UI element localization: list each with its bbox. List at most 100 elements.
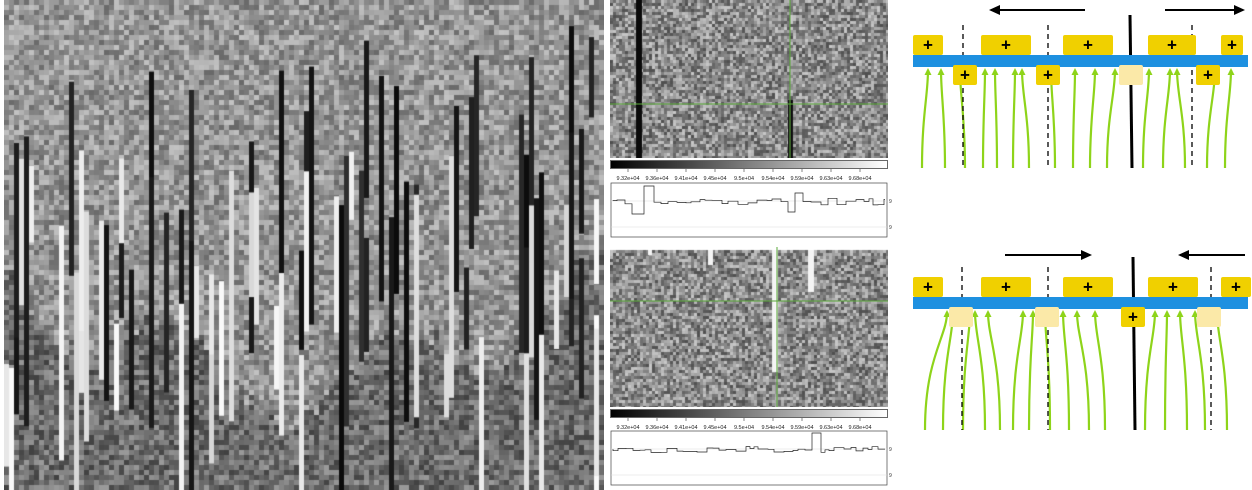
colorbar-bottom-tick-label: 9.54e+04 <box>761 425 784 431</box>
membrane-bar <box>913 55 1248 67</box>
colorbar-ticks-top: 9.32e+04 9.36e+04 9.41e+04 9.45e+04 9.5e+04 9… <box>616 169 872 182</box>
profile-top-ytick-label: 90000 <box>889 225 892 231</box>
surface-charge-bottom <box>953 65 977 85</box>
surface-charge-top-plus: + <box>923 36 933 55</box>
surface-charge-top-plus: + <box>1227 36 1237 55</box>
colorbar-top-tick-label: 9.63e+04 <box>819 176 842 182</box>
surface-charge-bottom-plus: + <box>1203 66 1213 85</box>
colorbar-bottom-tick-label: 9.45e+04 <box>703 425 726 431</box>
intensity-profile-top: 95000 90000 <box>610 182 892 238</box>
profile-bottom-trace <box>612 432 885 453</box>
field-line <box>1178 311 1189 431</box>
colorbar-bottom-tick-label: 9.41e+04 <box>674 425 697 431</box>
surface-charge-top <box>1221 277 1251 297</box>
surface-charge-bottom <box>1121 307 1145 327</box>
surface-charge-top-plus: + <box>1083 278 1093 297</box>
colorbar-top-tick-label: 9.41e+04 <box>674 176 697 182</box>
field-line <box>1223 69 1233 169</box>
surface-charge-bottom-plus: + <box>960 66 970 85</box>
surface-charge-bottom-plus: + <box>1128 308 1138 327</box>
field-arrowhead <box>981 68 989 75</box>
domain-wall <box>1128 14 1134 169</box>
schematic-top: + + + + + + + + <box>913 5 1248 169</box>
vacant-charge-site <box>1119 65 1143 85</box>
field-arrowhead <box>1111 68 1119 75</box>
field-arrowhead <box>971 310 979 317</box>
profile-top-trace <box>612 185 885 215</box>
field-arrowhead <box>943 310 951 317</box>
field-line <box>981 69 987 169</box>
field-line <box>1020 69 1031 169</box>
field-line <box>1175 69 1187 169</box>
field-line <box>1011 69 1017 169</box>
surface-charge-top <box>913 35 943 55</box>
field-arrowhead <box>1029 310 1037 317</box>
colorbar-top-tick-label: 9.32e+04 <box>616 176 639 182</box>
vacant-charge-site <box>1035 307 1059 327</box>
field-arrowhead <box>1151 310 1159 317</box>
field-arrowhead <box>1191 310 1199 317</box>
colorbar-bottom <box>610 409 888 418</box>
field-arrowhead <box>1059 310 1067 317</box>
colorbar-top-tick-label: 9.54e+04 <box>761 176 784 182</box>
surface-charge-top <box>981 35 1031 55</box>
field-line <box>1011 311 1025 431</box>
kymograph-image <box>4 0 604 490</box>
field-line <box>1215 311 1229 431</box>
field-line <box>1027 311 1035 431</box>
surface-charge-top-plus: + <box>1231 278 1241 297</box>
field-arrowhead <box>1145 68 1153 75</box>
colorbar-bottom-tick-label: 9.5e+04 <box>734 425 754 431</box>
field-line <box>993 69 999 169</box>
colorbar-bottom-tick-label: 9.36e+04 <box>645 425 668 431</box>
field-line <box>1075 311 1091 431</box>
field-line <box>1061 311 1071 431</box>
surface-charge-top <box>1063 277 1113 297</box>
surface-charge-top <box>1063 35 1113 55</box>
motion-arrowhead <box>1234 5 1245 15</box>
motion-arrowhead <box>989 5 1000 15</box>
field-arrowhead <box>1071 68 1079 75</box>
colorbar-bottom-tick-label: 9.32e+04 <box>616 425 639 431</box>
field-arrowhead <box>1163 310 1171 317</box>
field-line <box>920 69 930 169</box>
surface-charge-bottom <box>1036 65 1060 85</box>
reticle-top <box>610 0 888 158</box>
colorbar-top-tick-label: 9.5e+04 <box>734 176 754 182</box>
profile-bottom-ytick-label: 95000 <box>889 447 892 453</box>
reticle-bottom <box>610 247 888 407</box>
surface-charge-top-plus: + <box>1083 36 1093 55</box>
vacant-charge-site <box>949 307 973 327</box>
vacant-charge-site <box>1197 307 1221 327</box>
field-line <box>923 311 949 431</box>
domain-wall <box>1131 256 1137 431</box>
field-line <box>973 311 987 431</box>
field-arrowhead <box>1227 68 1235 75</box>
field-line <box>961 311 972 431</box>
colorbar-bottom-tick-label: 9.68e+04 <box>848 425 871 431</box>
field-arrowhead <box>1073 310 1081 317</box>
surface-charge-bottom-plus: + <box>1043 66 1053 85</box>
surface-charge-top <box>1221 35 1243 55</box>
field-line <box>1193 311 1207 431</box>
colorbar-top-tick-label: 9.59e+04 <box>790 176 813 182</box>
surface-charge-bottom <box>1196 65 1220 85</box>
membrane-bar <box>913 297 1248 309</box>
surface-charge-top <box>1148 35 1196 55</box>
microscopy-image-top <box>610 0 888 158</box>
field-arrowhead <box>991 68 999 75</box>
colorbar-top-tick-label: 9.45e+04 <box>703 176 726 182</box>
microscopy-image-bottom <box>610 247 888 407</box>
field-arrowhead <box>1018 68 1026 75</box>
field-arrowhead <box>1011 68 1019 75</box>
colorbar-bottom-tick-label: 9.63e+04 <box>819 425 842 431</box>
schematic-bottom: + + + + + + <box>913 250 1251 431</box>
field-arrowhead <box>1019 310 1027 317</box>
field-arrowhead <box>1166 68 1174 75</box>
field-arrowhead <box>984 310 992 317</box>
surface-charge-top <box>913 277 943 297</box>
field-line <box>1088 69 1097 169</box>
surface-charge-top-plus: + <box>1168 278 1178 297</box>
motion-arrowhead <box>1178 250 1189 260</box>
field-line <box>1093 311 1107 431</box>
